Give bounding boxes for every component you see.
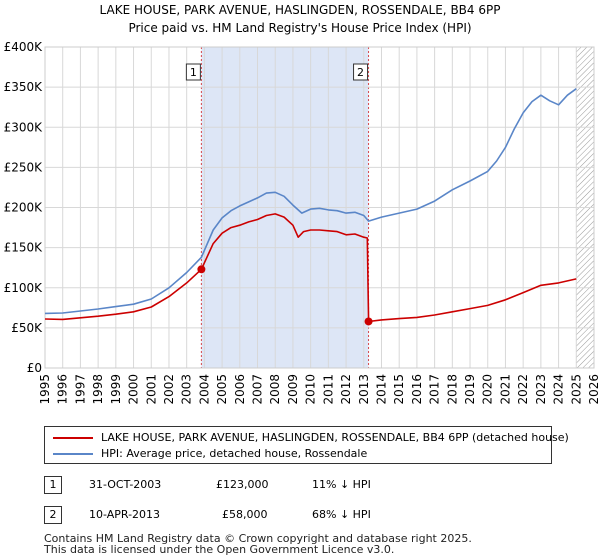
x-tick-label: 2018	[445, 374, 459, 405]
annotation-label: 1	[190, 66, 197, 79]
x-tick-label: 2015	[392, 374, 406, 405]
x-tick-label: 1997	[73, 374, 87, 405]
sale-annotation: 1	[185, 63, 201, 81]
x-tick-label: 2000	[127, 374, 141, 405]
y-tick-label: £350K	[4, 80, 44, 94]
transaction-price: £58,000	[222, 508, 268, 521]
x-tick-label: 2019	[463, 374, 477, 405]
sale-annotation: 2	[353, 63, 369, 81]
y-tick-label: £250K	[4, 160, 44, 174]
x-tick-label: 2025	[569, 374, 583, 405]
price-chart: £0 £50K £100K £150K £200K £250K £300K £350K £400…	[4, 40, 600, 405]
x-tick-label: 2014	[374, 374, 388, 405]
hpi-line	[44, 88, 577, 315]
footer-licence: This data is licensed under the Open Gov…	[44, 543, 395, 556]
chart-title: LAKE HOUSE, PARK AVENUE, HASLINGDEN, ROS…	[99, 3, 501, 17]
x-tick-label: 2023	[534, 374, 548, 405]
x-tick-label: 2012	[339, 374, 353, 405]
x-tick-label: 2013	[357, 374, 371, 405]
y-tick-label: £200K	[4, 201, 44, 215]
x-tick-label: 2001	[144, 374, 158, 405]
legend-swatch-price	[53, 437, 93, 439]
legend-label-price: LAKE HOUSE, PARK AVENUE, HASLINGDEN, ROS…	[101, 431, 569, 444]
x-tick-label: 1999	[109, 374, 123, 405]
annotation-box	[185, 63, 201, 81]
x-tick-label: 2017	[428, 374, 442, 405]
price-paid-line	[44, 213, 577, 323]
x-tick-label: 1998	[91, 374, 105, 405]
y-tick-label: £50K	[11, 321, 43, 335]
annotation-label: 2	[357, 66, 364, 79]
transaction-price: £123,000	[216, 478, 269, 491]
x-tick-label: 2010	[304, 374, 318, 405]
x-tick-label: 2004	[197, 374, 211, 405]
transaction-hpi-diff: 68% ↓ HPI	[312, 508, 371, 521]
y-tick-label: £100K	[4, 281, 44, 295]
chart-subtitle: Price paid vs. HM Land Registry's House …	[128, 21, 472, 35]
x-tick-label: 2002	[162, 374, 176, 405]
legend-label-hpi: HPI: Average price, detached house, Ross…	[101, 447, 368, 460]
annotation-box	[353, 63, 369, 81]
x-tick-label: 1996	[56, 374, 70, 405]
transaction-number: 1	[44, 476, 62, 494]
chart-legend: LAKE HOUSE, PARK AVENUE, HASLINGDEN, ROS…	[44, 426, 569, 464]
x-tick-label: 2021	[498, 374, 512, 405]
sale-point	[197, 265, 206, 274]
y-tick-label: £150K	[4, 241, 44, 255]
x-tick-label: 2026	[587, 374, 600, 405]
x-tick-label: 2003	[180, 374, 194, 405]
plot-border	[44, 46, 595, 369]
sale-point	[364, 317, 373, 326]
x-tick-label: 1995	[38, 374, 52, 405]
y-tick-label: £300K	[4, 120, 44, 134]
footer-copyright: Contains HM Land Registry data © Crown c…	[44, 532, 472, 545]
y-tick-label: £0	[27, 361, 42, 375]
x-tick-label: 2008	[268, 374, 282, 405]
x-tick-label: 2009	[286, 374, 300, 405]
x-tick-label: 2016	[410, 374, 424, 405]
transaction-number: 2	[44, 506, 62, 524]
x-tick-label: 2022	[516, 374, 530, 405]
x-tick-label: 2006	[233, 374, 247, 405]
y-tick-label: £400K	[4, 40, 44, 54]
transaction-hpi-diff: 11% ↓ HPI	[312, 478, 371, 491]
transaction-date: 10-APR-2013	[89, 508, 161, 521]
x-tick-label: 2007	[251, 374, 265, 405]
legend-swatch-hpi	[53, 453, 93, 455]
x-tick-label: 2020	[481, 374, 495, 405]
x-tick-label: 2005	[215, 374, 229, 405]
transaction-date: 31-OCT-2003	[89, 478, 162, 491]
x-tick-label: 2011	[321, 374, 335, 405]
x-tick-label: 2024	[552, 374, 566, 405]
